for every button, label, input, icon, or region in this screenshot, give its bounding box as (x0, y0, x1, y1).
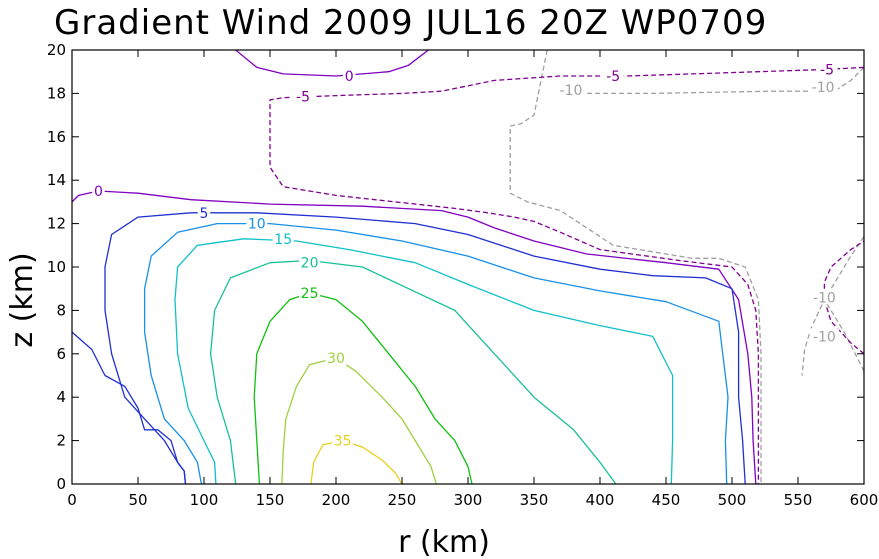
x-tick-label: 100 (190, 491, 219, 509)
contour-line--10-seg-0 (509, 49, 762, 484)
contour-label-bg (602, 68, 624, 84)
contour-label-bg (299, 285, 321, 301)
contour-label-10: 10 (248, 217, 266, 233)
y-tick-label: 12 (47, 215, 66, 233)
y-tick-label: 20 (47, 41, 66, 59)
y-tick-label: 8 (56, 301, 66, 319)
y-tick-label: 14 (47, 171, 66, 189)
contour-label-30: 30 (327, 351, 345, 367)
y-tick-label: 4 (56, 388, 66, 406)
contour-label--5: -5 (820, 63, 834, 79)
contour-label-bg (342, 68, 356, 84)
y-tick-label: 0 (56, 475, 66, 493)
contour-line-10-seg-0 (143, 222, 729, 485)
contour-line-25-seg-0 (253, 292, 473, 485)
x-tick-label: 250 (388, 491, 417, 509)
contour-lines (71, 49, 865, 485)
contour-line-5-seg-0 (71, 331, 187, 485)
contour-label-bg (809, 328, 840, 344)
contour-label-15: 15 (274, 232, 292, 248)
y-tick-label: 6 (56, 345, 66, 363)
contour-label-bg (272, 230, 294, 246)
contour-line-5-seg-1 (104, 212, 746, 485)
contour-label-bg (299, 254, 321, 270)
contour-line-30-seg-0 (281, 357, 437, 485)
x-tick-label: 0 (67, 491, 77, 509)
contour-label-bg (808, 78, 838, 94)
contour-label-bg (92, 183, 105, 199)
x-tick-label: 200 (322, 491, 351, 509)
y-tick-label: 2 (56, 432, 66, 450)
x-tick-label: 350 (520, 491, 549, 509)
x-tick-label: 600 (850, 491, 879, 509)
contour-label-35: 35 (334, 434, 352, 450)
contour-label-20: 20 (301, 256, 319, 272)
contour-line-0-seg-1 (71, 190, 757, 485)
contour-label-0: 0 (94, 184, 103, 200)
axis-ticks: 0 50 100 150 200 250 300 350 400 450 500 550 6000246… (47, 41, 878, 509)
contour-line-15-seg-0 (174, 238, 674, 485)
y-axis-label: z (km) (5, 252, 40, 347)
x-tick-label: 50 (128, 491, 147, 509)
contour-label-bg (816, 61, 838, 77)
contour-label-bg (556, 82, 586, 98)
y-tick-label: 16 (47, 128, 66, 146)
x-tick-label: 300 (454, 491, 483, 509)
contour-label-bg (197, 204, 211, 220)
x-tick-label: 400 (586, 491, 615, 509)
contour-label--5: -5 (606, 69, 620, 85)
contour-line-35-seg-0 (310, 439, 403, 485)
contour-label-bg (292, 88, 314, 104)
contour-label--5: -5 (296, 90, 310, 106)
contour-label-25: 25 (301, 286, 319, 302)
contour-label--10: -10 (813, 329, 836, 345)
x-tick-label: 150 (256, 491, 285, 509)
y-tick-label: 18 (47, 84, 66, 102)
contour-label-5: 5 (200, 206, 209, 222)
contour-label-bg (246, 215, 268, 231)
x-tick-label: 550 (784, 491, 813, 509)
contour-line--10-seg-3 (823, 299, 865, 372)
contour-label-bg (809, 289, 840, 305)
contour-label--10: -10 (812, 80, 835, 96)
chart-title: Gradient Wind 2009 JUL16 20Z WP0709 (54, 3, 767, 43)
contour-label--10: -10 (560, 83, 583, 99)
x-tick-label: 500 (718, 491, 747, 509)
x-axis-label: r (km) (398, 525, 490, 559)
contour-label-0: 0 (345, 69, 354, 85)
contour-label-bg (332, 432, 354, 448)
contour-label-bg (325, 350, 347, 366)
contour-label--10: -10 (813, 290, 836, 306)
contour-line-20-seg-0 (209, 259, 617, 485)
x-tick-label: 450 (652, 491, 681, 509)
contour-line-0-seg-0 (235, 49, 429, 77)
y-tick-label: 10 (47, 258, 66, 276)
contour-line--5-seg-0 (269, 66, 865, 484)
